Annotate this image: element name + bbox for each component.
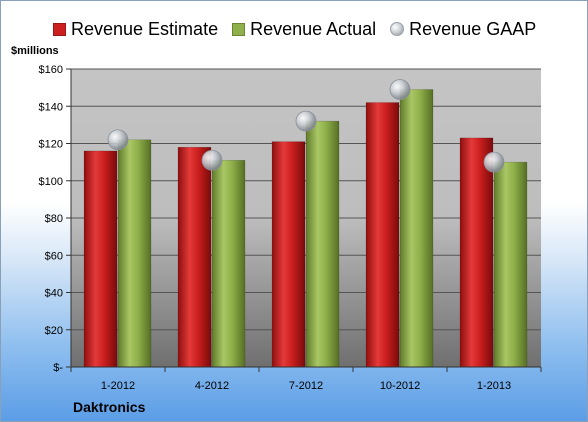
y-axis-label: $millions: [11, 45, 59, 57]
y-tick-label: $160: [39, 64, 63, 76]
x-tick-label: 1-2012: [101, 380, 135, 392]
y-tick-label: $40: [45, 288, 63, 300]
bar-revenue-actual: [117, 139, 152, 368]
bar-revenue-actual: [493, 161, 528, 368]
y-axis: $- $20 $40 $60 $80 $100 $120 $140 $160: [39, 64, 72, 374]
bar-revenue-estimate: [83, 150, 118, 368]
y-tick-label: $60: [45, 250, 63, 262]
point-revenue-gaap: [483, 151, 505, 173]
legend: Revenue Estimate Revenue Actual Revenue …: [53, 17, 550, 41]
y-tick-label: $140: [39, 101, 63, 113]
company-name: Daktronics: [73, 399, 146, 415]
legend-item-revenue-estimate: Revenue Estimate: [53, 19, 218, 40]
y-tick-label: $80: [45, 213, 63, 225]
legend-swatch-revenue-actual: [232, 22, 246, 36]
bar-revenue-estimate: [365, 102, 400, 368]
gaap-points: [107, 79, 505, 173]
legend-item-revenue-gaap: Revenue GAAP: [390, 19, 536, 40]
legend-item-revenue-actual: Revenue Actual: [232, 19, 376, 40]
y-tick-label: $20: [45, 325, 63, 337]
y-tick-label: $-: [53, 362, 63, 374]
bar-revenue-actual: [211, 160, 246, 368]
bar-revenue-estimate: [271, 141, 306, 368]
bar-revenue-estimate: [459, 137, 494, 368]
point-revenue-gaap: [389, 79, 411, 100]
x-axis: 1-2012 4-2012 7-2012 10-2012 1-2013: [70, 366, 542, 392]
y-tick-label: $120: [39, 139, 63, 151]
bars: [83, 89, 528, 368]
bar-revenue-actual: [305, 120, 340, 368]
x-tick-label: 1-2013: [477, 380, 511, 392]
legend-label-revenue-actual: Revenue Actual: [250, 18, 377, 39]
point-revenue-gaap: [201, 149, 223, 171]
bar-revenue-actual: [399, 89, 434, 368]
bar-revenue-estimate: [177, 146, 212, 368]
point-revenue-gaap: [295, 110, 317, 132]
legend-swatch-revenue-estimate: [53, 22, 66, 36]
legend-label-revenue-estimate: Revenue Estimate: [71, 18, 219, 39]
y-tick-label: $100: [39, 176, 63, 188]
x-tick-label: 7-2012: [289, 380, 323, 392]
legend-label-revenue-gaap: Revenue GAAP: [409, 18, 537, 39]
legend-marker-revenue-gaap: [390, 22, 405, 36]
point-revenue-gaap: [107, 129, 129, 151]
x-tick-label: 4-2012: [195, 380, 229, 392]
x-tick-label: 10-2012: [380, 380, 420, 392]
